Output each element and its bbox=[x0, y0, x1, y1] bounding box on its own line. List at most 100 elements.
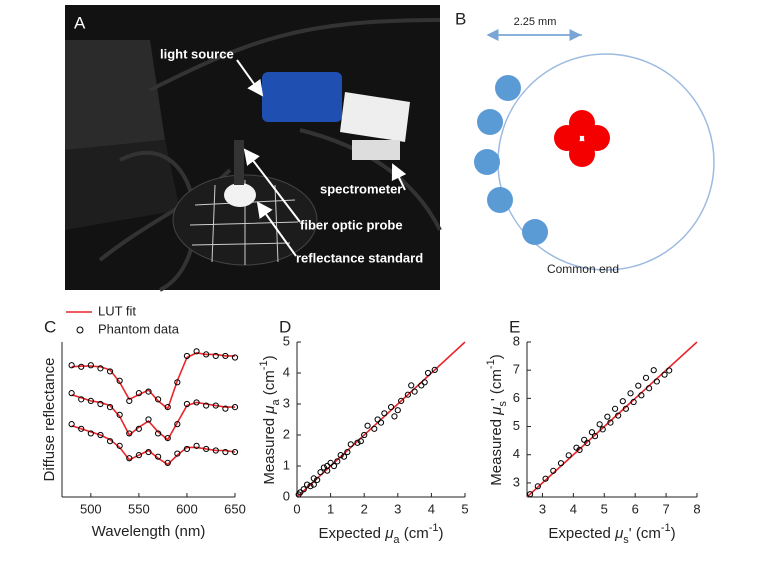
photo: A light source spectrometer fiber optic … bbox=[65, 5, 442, 292]
x-tick-label: 550 bbox=[128, 501, 150, 516]
data-point bbox=[314, 476, 321, 484]
data-point bbox=[364, 422, 371, 429]
data-point bbox=[155, 396, 162, 403]
data-point bbox=[557, 460, 565, 467]
data-point bbox=[599, 426, 606, 433]
data-point bbox=[391, 413, 398, 420]
y-tick-label: 6 bbox=[513, 390, 520, 405]
data-point bbox=[411, 388, 418, 395]
data-point bbox=[622, 405, 630, 412]
data-point bbox=[526, 491, 534, 498]
data-point bbox=[340, 453, 348, 460]
data-point bbox=[68, 421, 75, 428]
data-point bbox=[68, 390, 75, 397]
data-point bbox=[374, 416, 381, 423]
data-point bbox=[126, 397, 133, 404]
data-point bbox=[300, 486, 307, 493]
data-point bbox=[310, 481, 317, 488]
data-point bbox=[619, 398, 626, 405]
data-point bbox=[231, 354, 239, 361]
data-point bbox=[78, 363, 85, 370]
data-point bbox=[116, 411, 123, 418]
legend-label: LUT fit bbox=[98, 303, 136, 318]
data-point bbox=[324, 462, 331, 470]
y-tick-label: 0 bbox=[283, 488, 290, 503]
data-point bbox=[164, 459, 171, 466]
x-tick-label: 4 bbox=[428, 501, 435, 516]
data-point bbox=[354, 439, 361, 446]
y-axis-label: Measured μa (cm-1) bbox=[258, 355, 282, 484]
data-point bbox=[404, 391, 411, 398]
data-point bbox=[576, 446, 583, 454]
data-point bbox=[421, 379, 428, 386]
data-point bbox=[106, 368, 114, 375]
data-point bbox=[394, 407, 401, 414]
data-point bbox=[324, 467, 331, 474]
data-point bbox=[320, 464, 327, 471]
data-point bbox=[297, 489, 304, 496]
y-tick-label: 4 bbox=[283, 364, 290, 379]
data-point bbox=[347, 441, 354, 448]
data-point bbox=[78, 396, 85, 403]
data-point bbox=[174, 450, 181, 457]
legend-swatch bbox=[76, 326, 84, 334]
probe-diagram: B 2.25 mm Common end bbox=[455, 9, 715, 276]
data-point bbox=[635, 382, 642, 389]
x-tick-label: 650 bbox=[224, 501, 246, 516]
annotation: spectrometer bbox=[320, 181, 402, 196]
scale-label: 2.25 mm bbox=[514, 16, 557, 28]
data-point bbox=[565, 452, 572, 459]
data-point bbox=[126, 455, 133, 462]
data-point bbox=[604, 413, 611, 420]
data-point bbox=[418, 382, 425, 389]
data-point bbox=[164, 404, 171, 411]
panel-label: D bbox=[279, 317, 291, 336]
x-tick-label: 2 bbox=[361, 501, 368, 516]
data-point bbox=[97, 365, 104, 372]
x-axis-label: Expected μa (cm-1) bbox=[318, 522, 443, 546]
data-point bbox=[398, 397, 405, 404]
data-point bbox=[97, 431, 104, 439]
data-point bbox=[116, 377, 123, 384]
y-tick-label: 1 bbox=[283, 457, 290, 472]
annotation: fiber optic probe bbox=[300, 217, 403, 232]
data-point bbox=[387, 404, 395, 411]
data-point bbox=[334, 458, 341, 465]
fit-line bbox=[71, 424, 236, 466]
data-point bbox=[581, 436, 588, 443]
data-point bbox=[431, 366, 438, 373]
y-axis-label: Diffuse reflectance bbox=[41, 358, 58, 482]
data-point bbox=[344, 448, 351, 456]
fit-line bbox=[71, 352, 235, 410]
panel-label: C bbox=[44, 317, 56, 336]
data-point bbox=[381, 410, 388, 417]
data-point bbox=[193, 399, 200, 406]
data-point bbox=[653, 378, 660, 385]
data-point bbox=[183, 352, 191, 360]
data-point bbox=[645, 385, 653, 392]
y-tick-label: 4 bbox=[513, 446, 520, 461]
data-point bbox=[203, 351, 210, 358]
data-point bbox=[661, 371, 668, 378]
data-point bbox=[584, 439, 591, 446]
y-tick-label: 8 bbox=[513, 333, 520, 348]
panel-label: E bbox=[509, 317, 520, 336]
data-point bbox=[174, 379, 181, 386]
data-point bbox=[642, 374, 650, 381]
x-tick-label: 5 bbox=[601, 501, 608, 516]
data-point bbox=[155, 430, 162, 437]
x-tick-label: 4 bbox=[570, 501, 577, 516]
data-point bbox=[135, 452, 142, 459]
data-point bbox=[327, 459, 334, 466]
data-point bbox=[310, 475, 317, 482]
x-tick-label: 600 bbox=[176, 501, 198, 516]
data-point bbox=[607, 419, 614, 426]
data-point bbox=[534, 483, 541, 490]
data-point bbox=[615, 412, 622, 419]
x-tick-label: 1 bbox=[327, 501, 334, 516]
data-point bbox=[596, 421, 603, 428]
x-tick-label: 3 bbox=[394, 501, 401, 516]
data-point bbox=[126, 430, 133, 437]
y-tick-label: 5 bbox=[513, 418, 520, 433]
